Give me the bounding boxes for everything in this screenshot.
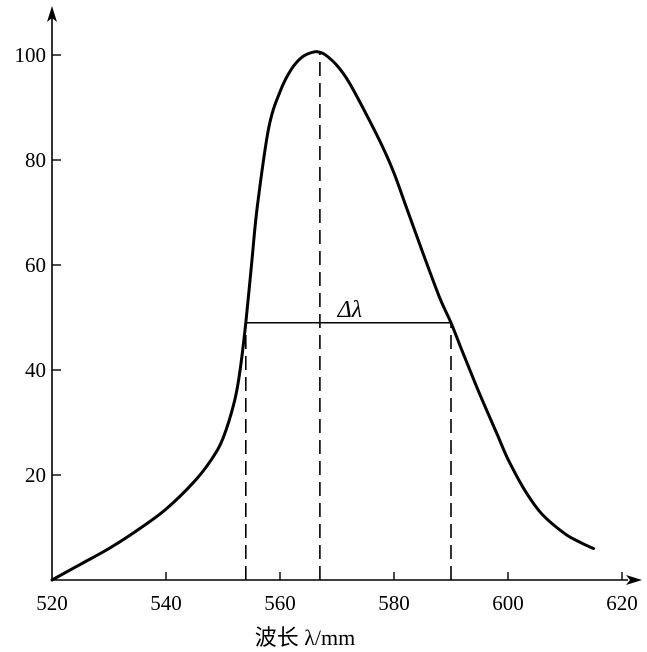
y-tick-label: 80: [25, 148, 46, 172]
y-tick-label: 40: [25, 358, 46, 382]
x-axis-label: 波长 λ/mm: [255, 625, 356, 650]
x-tick-label: 560: [264, 591, 296, 615]
x-tick-label: 620: [606, 591, 638, 615]
guide-lines: [245, 51, 452, 580]
labels: 波长 λ/mm Δλ: [255, 297, 362, 650]
y-tick-label: 20: [25, 463, 46, 487]
x-tick-label: 600: [492, 591, 524, 615]
y-tick-label: 100: [15, 43, 47, 67]
delta-lambda-label: Δλ: [337, 297, 362, 323]
x-axis-arrow-icon: [626, 575, 642, 585]
x-tick-label: 540: [150, 591, 182, 615]
x-tick-label: 520: [36, 591, 68, 615]
y-tick-label: 60: [25, 253, 46, 277]
x-ticks: 520 540 560 580 600 620: [36, 572, 638, 615]
response-curve: [50, 50, 595, 582]
y-axis-arrow-icon: [47, 6, 57, 22]
y-ticks: 20 40 60 80 100: [15, 43, 61, 487]
x-tick-label: 580: [378, 591, 410, 615]
curve-group: [50, 50, 595, 582]
axes: [47, 6, 642, 585]
